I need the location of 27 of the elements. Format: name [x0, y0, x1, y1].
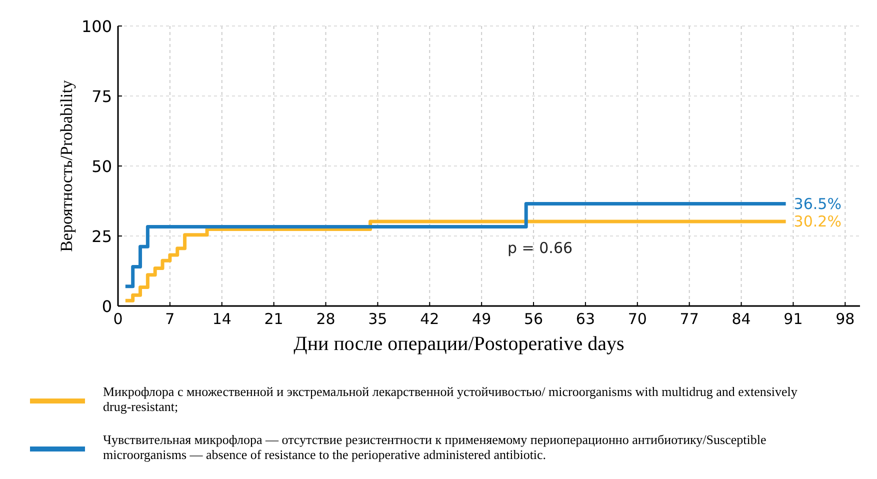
annotation: 30.2%: [794, 212, 842, 230]
x-tick-label: 7: [165, 310, 175, 328]
x-tick-label: 56: [524, 310, 544, 328]
x-tick-label: 0: [113, 310, 123, 328]
y-tick-label: 25: [92, 227, 112, 246]
annotation: p = 0.66: [508, 239, 573, 257]
x-tick-label: 14: [212, 310, 232, 328]
annotation: 36.5%: [794, 194, 842, 213]
x-tick-label: 63: [576, 310, 596, 328]
x-tick-label: 35: [368, 310, 388, 328]
x-tick-label: 84: [732, 310, 751, 328]
x-tick-label: 42: [420, 310, 440, 328]
y-axis-title: Вероятность/Probability: [57, 80, 76, 252]
x-tick-label: 28: [316, 310, 336, 328]
y-tick-label: 50: [92, 157, 112, 176]
x-tick-label: 98: [836, 310, 855, 328]
x-tick-label: 21: [264, 310, 284, 328]
legend-label: Чувствительная микрофлора — отсутствие резистентности к применяемому периоперационно антибиотику/Susceptible microorganisms — absence of resistance to the perioperative administered antibiotic.: [103, 432, 766, 462]
legend-label: Микрофлора с множественной и экстремальной лекарственной устойчивостью/ microorganisms with multidrug and extensively drug-resistant;: [103, 384, 798, 414]
y-tick-label: 100: [81, 17, 112, 36]
x-tick-label: 49: [472, 310, 492, 328]
x-axis-title: Дни после операции/Postoperative days: [294, 333, 625, 355]
x-tick-label: 91: [784, 310, 803, 328]
y-tick-label: 0: [102, 297, 112, 316]
x-tick-label: 70: [628, 310, 647, 328]
x-tick-label: 77: [680, 310, 699, 328]
y-tick-label: 75: [92, 87, 112, 106]
